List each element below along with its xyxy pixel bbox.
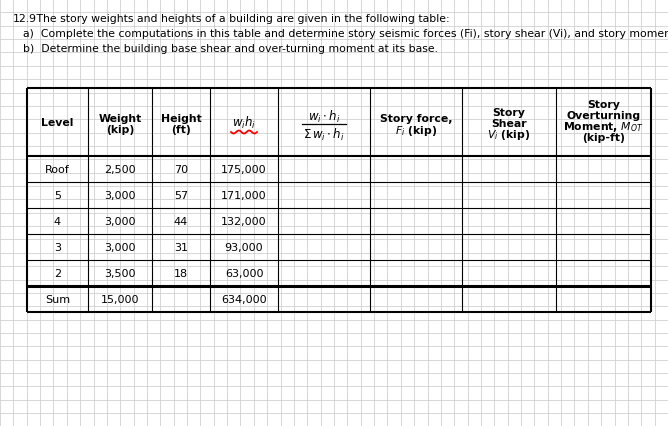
Text: 132,000: 132,000 (221, 216, 267, 227)
Text: $V_i$ (kip): $V_i$ (kip) (488, 128, 530, 142)
Text: 93,000: 93,000 (224, 242, 263, 253)
Text: Overturning: Overturning (566, 111, 641, 121)
Text: Story: Story (492, 108, 526, 118)
Text: 634,000: 634,000 (221, 294, 267, 304)
Text: (kip-ft): (kip-ft) (582, 132, 625, 143)
Text: $w_i \cdot h_i$: $w_i \cdot h_i$ (308, 109, 340, 125)
Text: Shear: Shear (491, 119, 527, 129)
Text: 3,000: 3,000 (104, 216, 136, 227)
Text: $F_i$ (kip): $F_i$ (kip) (395, 124, 437, 138)
Text: Moment, $M_{OT}$: Moment, $M_{OT}$ (563, 120, 644, 134)
Text: $\Sigma\, w_i \cdot h_i$: $\Sigma\, w_i \cdot h_i$ (303, 127, 345, 143)
Text: 12.9: 12.9 (13, 14, 37, 24)
Text: Story force,: Story force, (379, 114, 452, 124)
Text: 44: 44 (174, 216, 188, 227)
Text: (ft): (ft) (171, 125, 191, 135)
Text: 2,500: 2,500 (104, 164, 136, 175)
Text: Level: Level (41, 118, 73, 128)
Text: 175,000: 175,000 (221, 164, 267, 175)
Text: 5: 5 (54, 190, 61, 201)
Text: $w_i h_i$: $w_i h_i$ (232, 115, 256, 131)
Text: Weight: Weight (98, 114, 142, 124)
Text: Height: Height (160, 114, 201, 124)
Text: b)  Determine the building base shear and over-turning moment at its base.: b) Determine the building base shear and… (23, 44, 438, 54)
Text: Roof: Roof (45, 164, 70, 175)
Text: 3,000: 3,000 (104, 242, 136, 253)
Text: a)  Complete the computations in this table and determine story seismic forces (: a) Complete the computations in this tab… (23, 29, 668, 39)
Text: 57: 57 (174, 190, 188, 201)
Text: 3: 3 (54, 242, 61, 253)
Text: 171,000: 171,000 (221, 190, 267, 201)
Text: 3,500: 3,500 (104, 268, 136, 278)
Text: 4: 4 (54, 216, 61, 227)
Text: The story weights and heights of a building are given in the following table:: The story weights and heights of a build… (33, 14, 450, 24)
Text: Sum: Sum (45, 294, 70, 304)
Text: 3,000: 3,000 (104, 190, 136, 201)
Text: (kip): (kip) (106, 125, 134, 135)
Text: 70: 70 (174, 164, 188, 175)
Text: 2: 2 (54, 268, 61, 278)
Text: 63,000: 63,000 (224, 268, 263, 278)
Text: 31: 31 (174, 242, 188, 253)
Text: 18: 18 (174, 268, 188, 278)
Text: Story: Story (587, 100, 620, 110)
Text: 15,000: 15,000 (101, 294, 139, 304)
